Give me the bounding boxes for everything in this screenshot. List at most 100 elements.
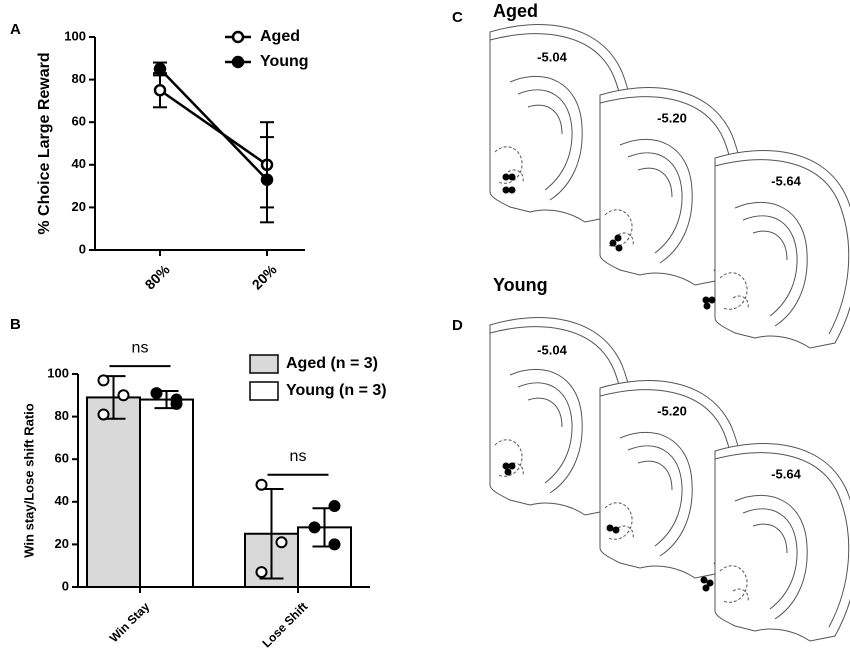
y-tick-label: 0 xyxy=(62,578,69,593)
y-tick-label: 20 xyxy=(55,536,69,551)
hippocampus xyxy=(509,368,583,494)
data-point xyxy=(150,387,163,400)
panel-letter: B xyxy=(10,316,21,333)
y-tick-label: 40 xyxy=(72,156,86,171)
data-point xyxy=(170,393,183,406)
point xyxy=(153,84,167,97)
cannula-site xyxy=(508,462,516,470)
section-outline xyxy=(714,150,850,349)
cannula-site xyxy=(508,186,516,194)
y-tick-label: 40 xyxy=(55,493,69,508)
y-tick-label: 0 xyxy=(79,241,86,256)
hippocampus-inner xyxy=(517,89,573,191)
significance-label: ns xyxy=(132,339,149,356)
atlas-title: Young xyxy=(493,275,548,295)
cannula-site xyxy=(702,584,710,592)
cannula-site xyxy=(609,239,617,247)
data-point xyxy=(328,538,341,551)
legend-label: Young xyxy=(260,53,309,70)
legend-label: Aged (n = 3) xyxy=(286,355,378,372)
panel-letter: A xyxy=(10,21,21,38)
cannula-site xyxy=(508,173,516,181)
section-outline xyxy=(714,443,850,642)
point xyxy=(260,173,274,186)
section-level: -5.20 xyxy=(657,403,687,418)
data-point xyxy=(308,521,321,534)
y-axis-label: Win stay/Lose shift Ratio xyxy=(21,403,36,558)
cannula-site xyxy=(502,462,510,470)
brain-section: -5.64 xyxy=(714,150,850,349)
cannula-site xyxy=(703,302,711,310)
y-tick-label: 60 xyxy=(72,114,86,129)
section-level: -5.04 xyxy=(537,342,567,357)
hippocampus-inner xyxy=(627,152,683,254)
section-level: -5.04 xyxy=(537,49,567,64)
brain-section: -5.64 xyxy=(714,443,850,642)
y-tick-label: 100 xyxy=(64,28,86,43)
panel-letter: D xyxy=(452,317,463,334)
hippocampus-inner xyxy=(742,215,798,317)
cannula-site xyxy=(606,524,614,532)
data-point xyxy=(97,408,110,421)
hippocampus xyxy=(509,75,583,201)
y-tick-label: 80 xyxy=(72,71,86,86)
cannula-site xyxy=(700,576,708,584)
legend-marker xyxy=(231,55,245,69)
cannula-site xyxy=(615,244,623,252)
hippocampus xyxy=(734,201,808,327)
x-tick-label: 80% xyxy=(142,261,174,293)
data-point xyxy=(117,389,130,402)
y-tick-label: 20 xyxy=(72,199,86,214)
cannula-site xyxy=(706,579,714,587)
data-point xyxy=(275,536,288,549)
hippocampus xyxy=(734,494,808,620)
cortex-line xyxy=(714,159,850,335)
legend-swatch xyxy=(249,381,279,401)
cortex-line xyxy=(714,452,850,628)
subcortical xyxy=(719,272,749,310)
hippocampus xyxy=(619,431,693,557)
subcortical xyxy=(604,209,634,247)
x-tick-label: Win Stay xyxy=(107,599,153,645)
legend-label: Aged xyxy=(260,28,300,45)
subcortical xyxy=(494,146,524,184)
legend-marker xyxy=(231,30,245,44)
bar xyxy=(139,398,194,588)
legend-label: Young (n = 3) xyxy=(286,382,387,399)
section-level: -5.64 xyxy=(771,173,801,188)
x-tick-label: Lose Shift xyxy=(259,599,310,650)
panel-letter: C xyxy=(452,9,463,26)
subcortical xyxy=(719,565,749,603)
x-tick-label: 20% xyxy=(249,261,281,293)
cannula-site xyxy=(702,296,710,304)
data-point xyxy=(328,500,341,513)
y-tick-label: 60 xyxy=(55,451,69,466)
hippocampus-inner xyxy=(517,382,573,484)
y-tick-label: 100 xyxy=(47,365,69,380)
section-level: -5.64 xyxy=(771,466,801,481)
data-point xyxy=(255,566,268,579)
brain-section: -5.20 xyxy=(599,87,744,286)
brain-section: -5.04 xyxy=(489,317,634,516)
hippocampus-inner xyxy=(742,508,798,610)
legend-swatch xyxy=(249,354,279,374)
series-line xyxy=(159,68,268,181)
y-axis-label: % Choice Large Reward xyxy=(36,52,53,234)
subcortical xyxy=(604,502,634,540)
atlas-title: Aged xyxy=(493,1,538,21)
cannula-site xyxy=(502,173,510,181)
cannula-site xyxy=(612,526,620,534)
bar xyxy=(86,396,141,588)
section-level: -5.20 xyxy=(657,110,687,125)
significance-label: ns xyxy=(290,448,307,465)
y-tick-label: 80 xyxy=(55,408,69,423)
cannula-site xyxy=(502,186,510,194)
cannula-site xyxy=(504,468,512,476)
cannula-site xyxy=(708,296,716,304)
point xyxy=(153,62,167,76)
cannula-site xyxy=(614,234,622,242)
hippocampus xyxy=(619,138,693,264)
hippocampus-inner xyxy=(627,445,683,547)
series-line xyxy=(159,89,268,166)
